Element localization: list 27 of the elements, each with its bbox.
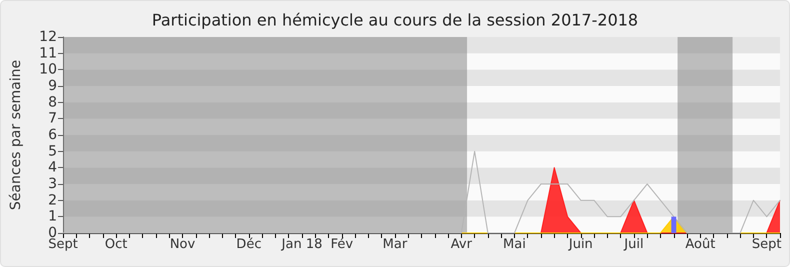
x-tick-label: Nov: [170, 237, 196, 252]
y-tick-label: 12: [39, 29, 57, 45]
y-tick-label: 10: [39, 62, 57, 78]
y-tick-label: 5: [48, 143, 57, 160]
x-tick-label: Juil: [623, 237, 644, 252]
y-tick-label: 3: [48, 176, 57, 192]
x-tick-label: Sept: [752, 237, 782, 252]
y-tick-label: 4: [48, 160, 58, 176]
y-tick-label: 8: [48, 94, 57, 110]
y-axis-title: Séances par semaine: [8, 60, 24, 210]
x-tick-label: Sept: [48, 237, 78, 252]
chart-title: Participation en hémicycle au cours de la session 2017-2018: [152, 10, 638, 30]
y-tick-label: 9: [48, 78, 57, 94]
y-tick-label: 6: [48, 127, 58, 143]
x-tick-label: Fév: [330, 237, 354, 252]
x-tick-label: Jan 18: [280, 237, 322, 252]
x-tick-label: Oct: [104, 237, 128, 252]
x-tick-label: Déc: [236, 237, 262, 252]
y-tick-label: 11: [39, 45, 57, 62]
x-tick-label: Août: [685, 237, 716, 252]
y-tick-label: 2: [48, 192, 57, 208]
x-tick-label: Avr: [450, 237, 473, 252]
x-tick-label: Mai: [503, 237, 526, 252]
x-tick-label: Juin: [568, 237, 593, 252]
y-tick-label: 1: [48, 208, 57, 225]
y-tick-label: 7: [48, 110, 57, 127]
x-tick-label: Mar: [382, 237, 408, 252]
